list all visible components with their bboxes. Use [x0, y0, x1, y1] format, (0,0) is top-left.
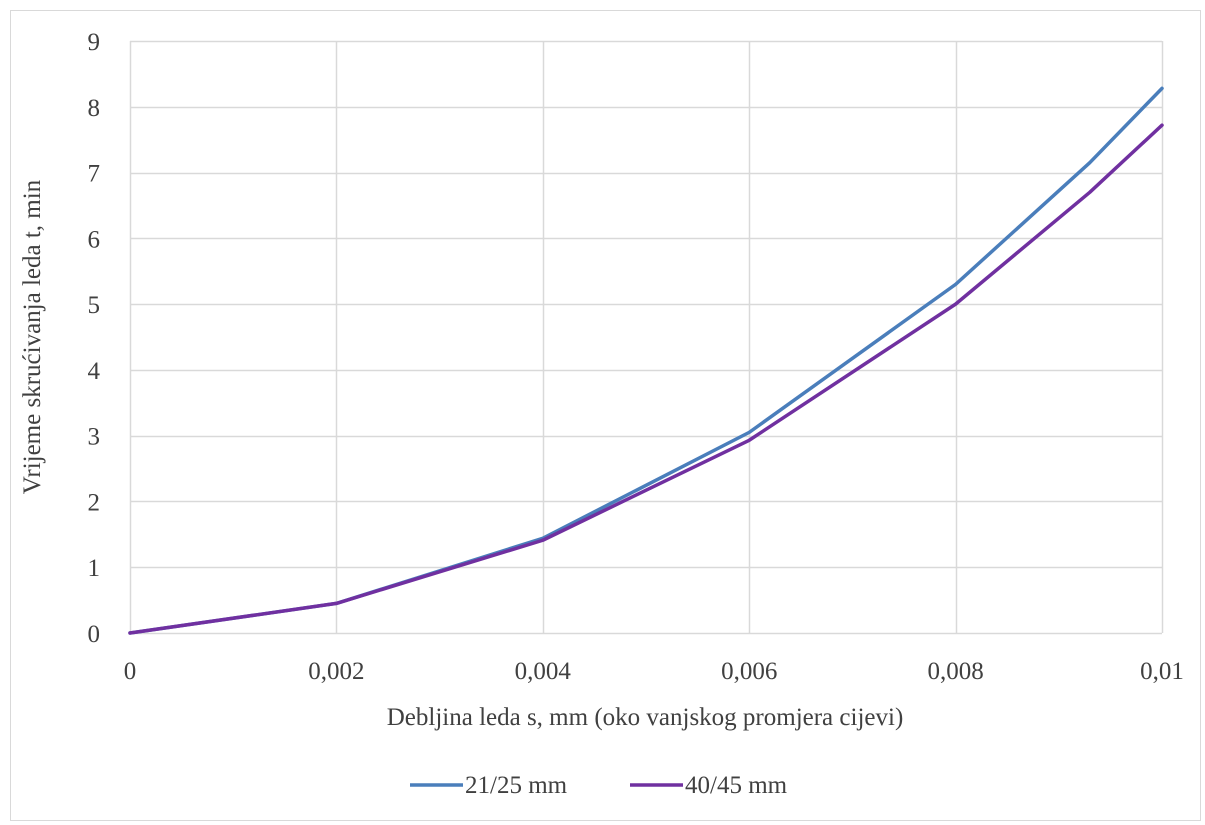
y-tick-label: 7: [88, 161, 101, 188]
x-tick-label: 0,002: [308, 658, 364, 685]
y-axis-title: Vrijeme skrućivanja leda t, min: [19, 179, 46, 494]
chart-border: [10, 10, 1201, 821]
y-tick-label: 3: [88, 424, 101, 451]
x-tick-label: 0,01: [1140, 658, 1184, 685]
y-tick-label: 5: [88, 292, 101, 319]
legend-label-2: 40/45 mm: [685, 772, 788, 799]
y-tick-label: 4: [88, 358, 101, 385]
legend: 21/25 mm 40/45 mm: [410, 772, 788, 799]
y-tick-label: 9: [88, 29, 101, 56]
series-lines: [128, 86, 1164, 635]
x-tick-label: 0,008: [927, 658, 983, 685]
x-tick-label: 0: [124, 658, 137, 685]
series-line-2: [128, 123, 1164, 635]
legend-label-1: 21/25 mm: [465, 772, 568, 799]
x-axis-tick-labels: 0 0,002 0,004 0,006 0,008 0,01: [124, 658, 1184, 685]
y-axis-tick-labels: 0 1 2 3 4 5 6 7 8 9: [88, 29, 101, 648]
y-tick-label: 6: [88, 226, 101, 253]
y-tick-label: 8: [88, 95, 101, 122]
x-tick-label: 0,004: [515, 658, 572, 685]
x-tick-label: 0,006: [721, 658, 777, 685]
y-tick-label: 0: [88, 621, 101, 648]
y-tick-label: 2: [88, 489, 101, 516]
gridlines: [129, 40, 1164, 635]
y-tick-label: 1: [88, 555, 101, 582]
x-axis-title: Debljina leda s, mm (oko vanjskog promje…: [387, 704, 904, 731]
